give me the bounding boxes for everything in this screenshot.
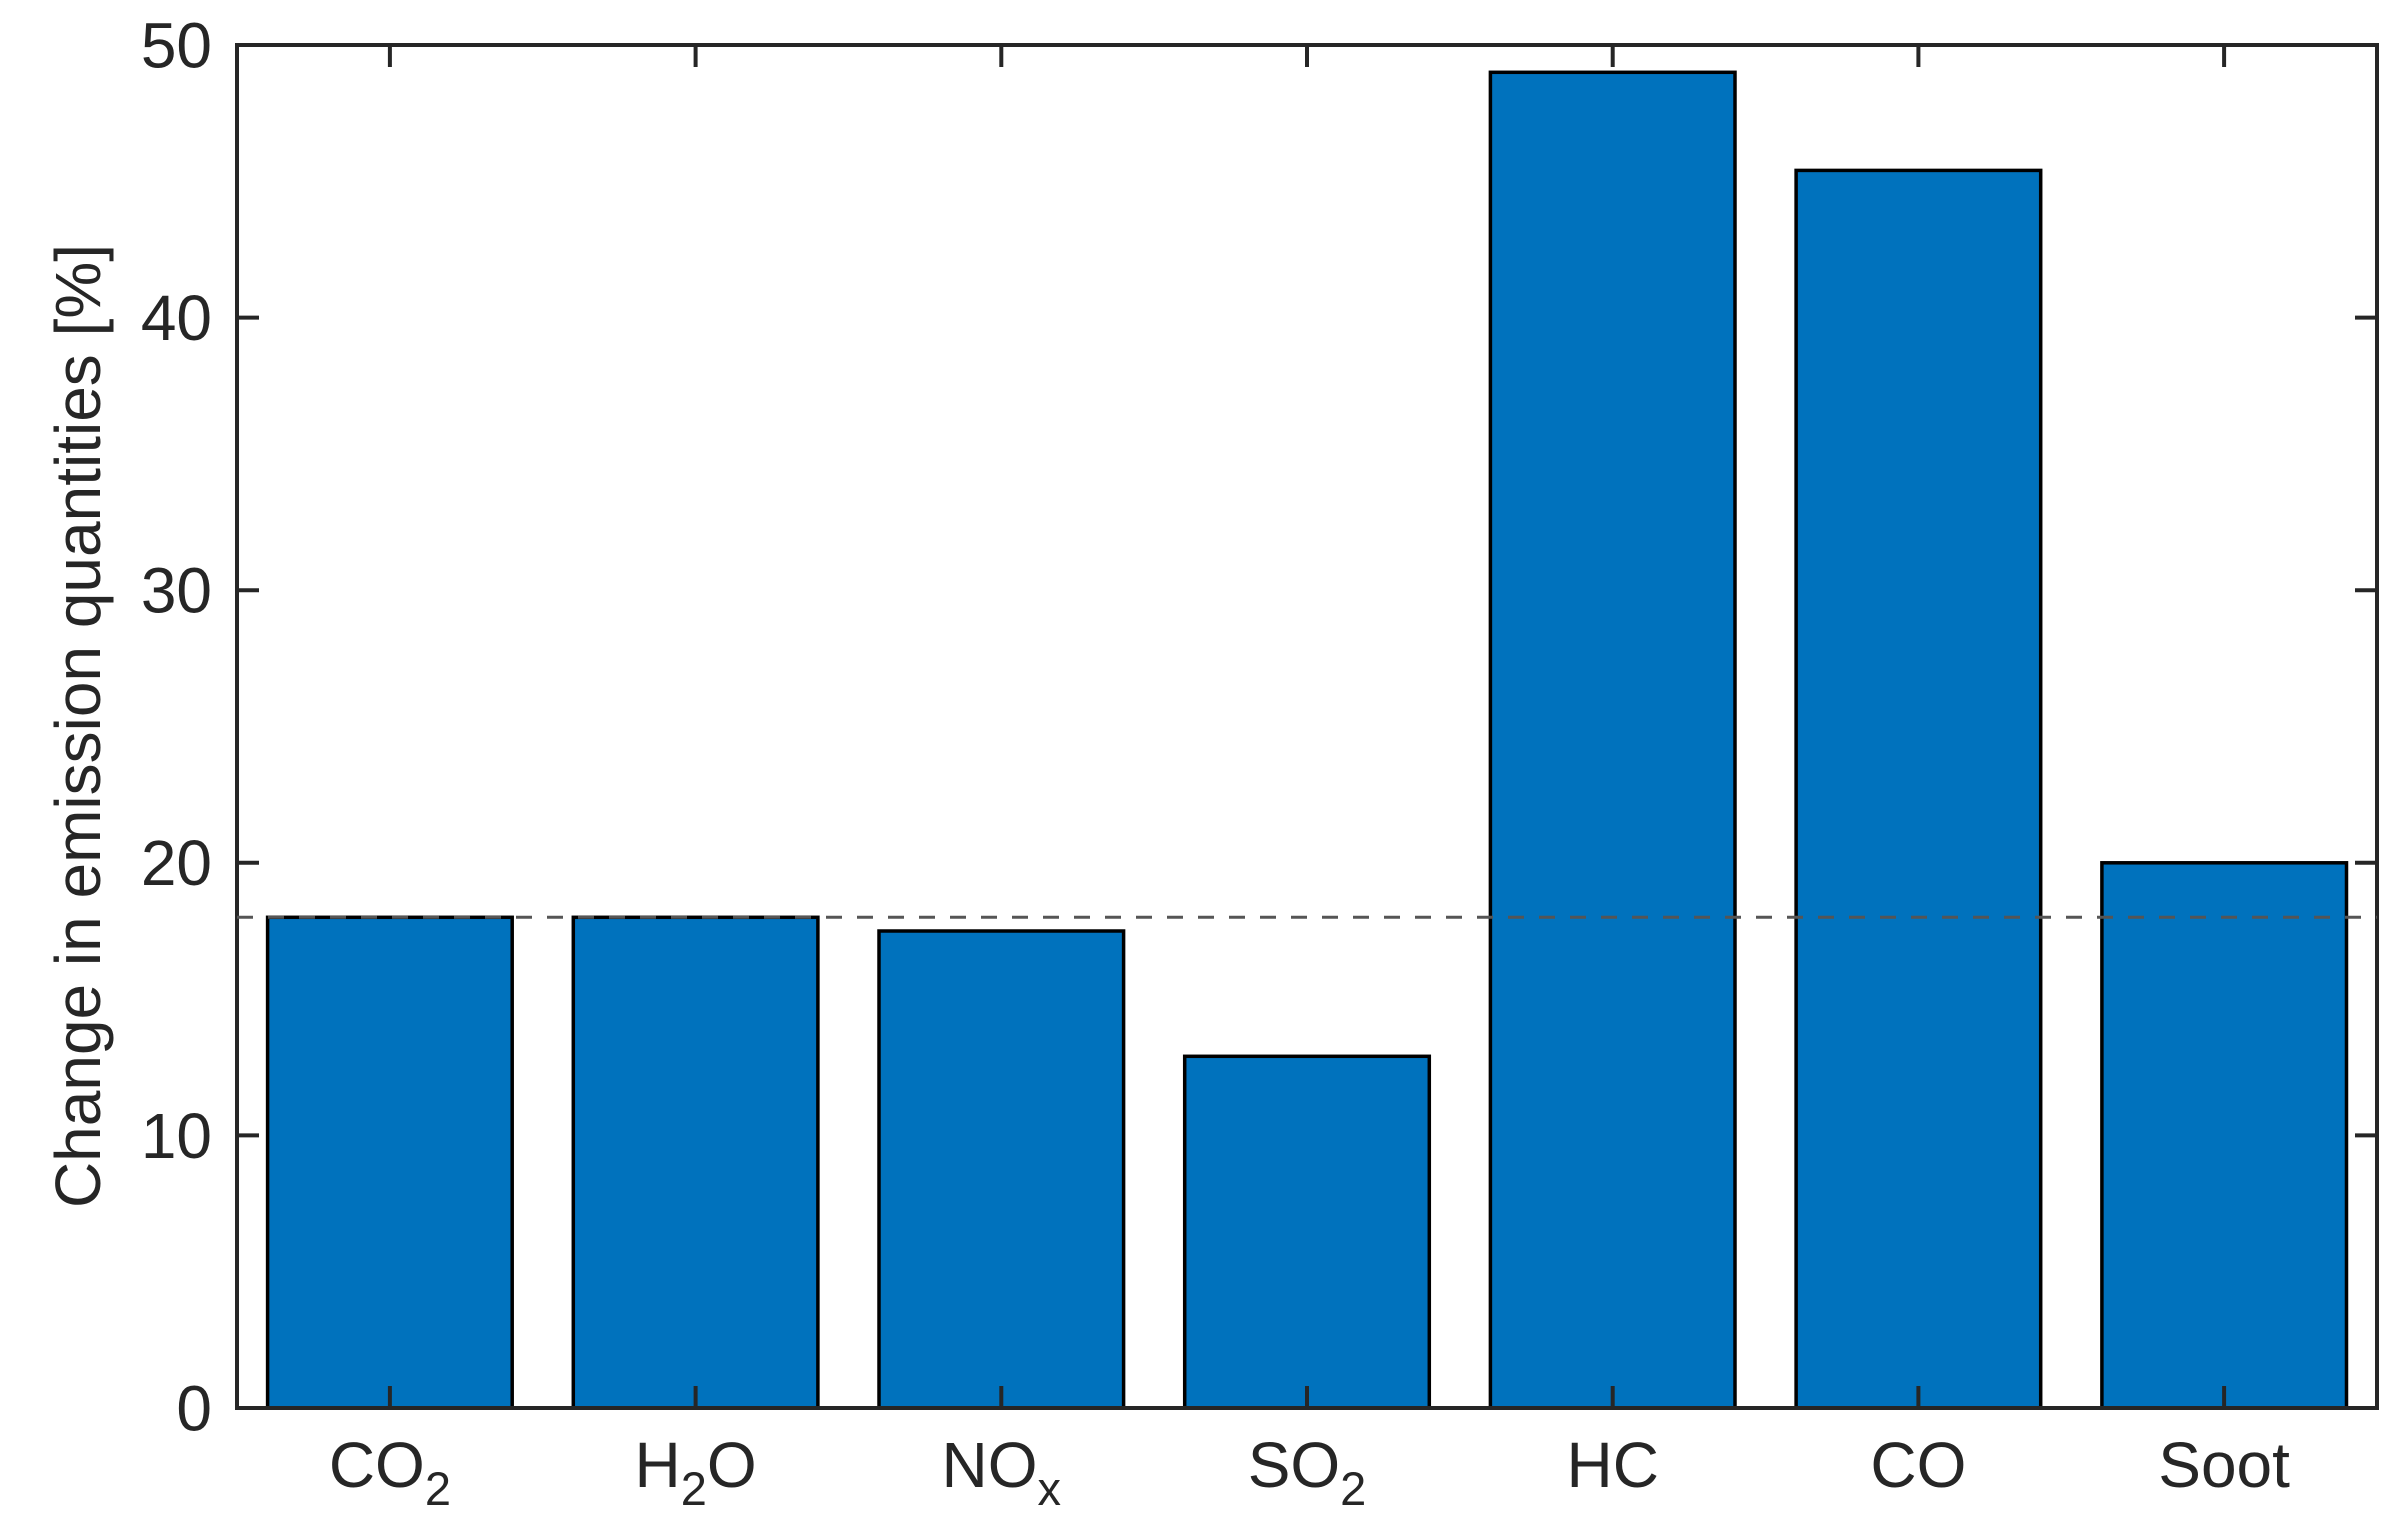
label-subscript: x bbox=[1038, 1462, 1062, 1515]
label-text: H bbox=[635, 1429, 681, 1501]
y-tick-label: 50 bbox=[141, 9, 212, 81]
bar-co2 bbox=[265, 915, 514, 1410]
label-subscript: 2 bbox=[1340, 1462, 1366, 1515]
y-tick-labels-group: 0 10 20 30 40 50 bbox=[141, 9, 212, 1444]
x-tick-labels-group: CO2 H2O NOx SO2 HC CO Soot bbox=[329, 1429, 2290, 1515]
label-text: HC bbox=[1566, 1429, 1658, 1501]
x-tick-label-nox: NOx bbox=[942, 1429, 1062, 1515]
label-subscript: 2 bbox=[425, 1462, 451, 1515]
y-tick-label: 30 bbox=[141, 555, 212, 627]
bars-group bbox=[265, 70, 2349, 1410]
label-text: SO bbox=[1248, 1429, 1340, 1501]
label-subscript: 2 bbox=[681, 1462, 707, 1515]
label-text: O bbox=[707, 1429, 757, 1501]
x-tick-label-so2: SO2 bbox=[1248, 1429, 1367, 1515]
axis-ticks-group bbox=[237, 43, 2377, 1410]
y-tick-label: 20 bbox=[141, 827, 212, 899]
label-text: CO bbox=[329, 1429, 425, 1501]
y-tick-label: 0 bbox=[176, 1372, 212, 1444]
y-axis-label: Change in emission quantities [%] bbox=[42, 244, 114, 1208]
x-tick-label-h2o: H2O bbox=[635, 1429, 757, 1515]
label-text: CO bbox=[1870, 1429, 1966, 1501]
label-text: Soot bbox=[2158, 1429, 2290, 1501]
bar-so2 bbox=[1182, 1054, 1432, 1410]
x-tick-label-soot: Soot bbox=[2158, 1429, 2290, 1501]
label-text: NO bbox=[942, 1429, 1038, 1501]
y-tick-label: 40 bbox=[141, 282, 212, 354]
x-tick-label-hc: HC bbox=[1566, 1429, 1658, 1501]
bar-co bbox=[1794, 168, 2043, 1410]
x-tick-label-co2: CO2 bbox=[329, 1429, 451, 1515]
bar-soot bbox=[2100, 861, 2349, 1410]
x-tick-label-co: CO bbox=[1870, 1429, 1966, 1501]
bar-h2o bbox=[571, 915, 820, 1410]
bar-hc bbox=[1488, 70, 1737, 1410]
y-tick-label: 10 bbox=[141, 1100, 212, 1172]
bar-nox bbox=[877, 929, 1126, 1410]
